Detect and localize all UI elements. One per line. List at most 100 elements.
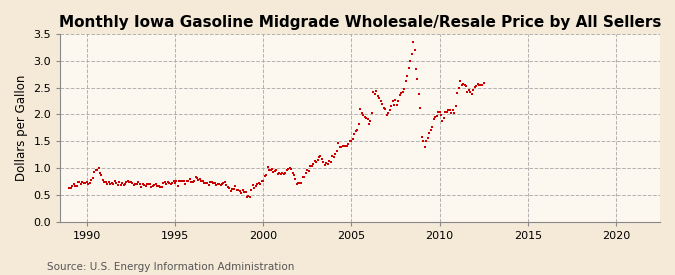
Point — [441, 110, 452, 115]
Point — [384, 108, 395, 112]
Point — [365, 119, 376, 123]
Point — [472, 82, 483, 86]
Point — [108, 182, 119, 186]
Point — [430, 115, 441, 119]
Point — [277, 170, 288, 175]
Point — [180, 182, 190, 186]
Point — [471, 84, 482, 88]
Point — [115, 183, 126, 187]
Point — [446, 111, 457, 115]
Point — [246, 188, 256, 192]
Point — [274, 171, 285, 175]
Point — [227, 186, 238, 191]
Point — [478, 81, 489, 85]
Point — [335, 144, 346, 149]
Point — [331, 148, 342, 153]
Point — [192, 176, 202, 180]
Point — [164, 180, 175, 185]
Point — [265, 168, 276, 172]
Point — [93, 166, 104, 170]
Point — [318, 160, 329, 164]
Point — [218, 181, 229, 186]
Point — [310, 160, 321, 164]
Point — [408, 40, 418, 44]
Point — [414, 92, 425, 96]
Point — [418, 138, 429, 143]
Point — [286, 167, 296, 172]
Point — [474, 82, 485, 87]
Point — [392, 102, 402, 107]
Point — [168, 179, 179, 183]
Point — [68, 182, 79, 186]
Point — [353, 122, 364, 127]
Point — [161, 182, 171, 186]
Point — [450, 103, 461, 108]
Point — [468, 88, 479, 92]
Point — [124, 180, 135, 184]
Point — [151, 182, 161, 187]
Point — [367, 111, 377, 116]
Point — [427, 125, 437, 129]
Point — [433, 110, 443, 114]
Point — [390, 98, 401, 102]
Point — [275, 172, 286, 176]
Point — [283, 167, 294, 171]
Point — [105, 181, 115, 186]
Point — [462, 90, 473, 94]
Point — [190, 175, 201, 179]
Point — [400, 79, 411, 84]
Point — [176, 179, 186, 183]
Point — [439, 116, 450, 120]
Point — [416, 135, 427, 139]
Point — [321, 161, 331, 166]
Point — [173, 183, 184, 188]
Point — [83, 182, 94, 186]
Point — [344, 139, 355, 144]
Point — [469, 85, 480, 90]
Point — [312, 158, 323, 162]
Point — [78, 181, 89, 185]
Point — [132, 182, 142, 186]
Point — [80, 180, 90, 185]
Point — [65, 186, 76, 190]
Point — [380, 107, 391, 111]
Point — [406, 52, 417, 57]
Point — [477, 83, 487, 87]
Point — [230, 184, 240, 189]
Point — [143, 182, 154, 186]
Point — [193, 178, 204, 182]
Point — [412, 77, 423, 81]
Point — [127, 181, 138, 185]
Point — [305, 164, 316, 169]
Point — [287, 171, 298, 175]
Point — [183, 179, 194, 183]
Point — [402, 74, 412, 79]
Point — [330, 152, 341, 156]
Point — [174, 178, 185, 183]
Point — [358, 113, 369, 117]
Point — [169, 181, 180, 185]
Point — [368, 90, 379, 95]
Point — [374, 95, 385, 100]
Point — [63, 186, 74, 190]
Point — [421, 139, 432, 143]
Point — [405, 59, 416, 63]
Point — [337, 144, 348, 148]
Point — [76, 182, 86, 186]
Point — [464, 88, 475, 92]
Point — [415, 106, 426, 110]
Point — [375, 99, 386, 103]
Point — [308, 161, 319, 166]
Point — [269, 169, 280, 173]
Point — [369, 92, 380, 96]
Point — [96, 173, 107, 178]
Point — [452, 91, 462, 95]
Point — [317, 157, 327, 161]
Point — [178, 179, 189, 183]
Point — [271, 167, 281, 172]
Point — [267, 167, 277, 171]
Point — [225, 189, 236, 193]
Point — [264, 168, 275, 172]
Point — [128, 183, 139, 187]
Point — [349, 132, 360, 136]
